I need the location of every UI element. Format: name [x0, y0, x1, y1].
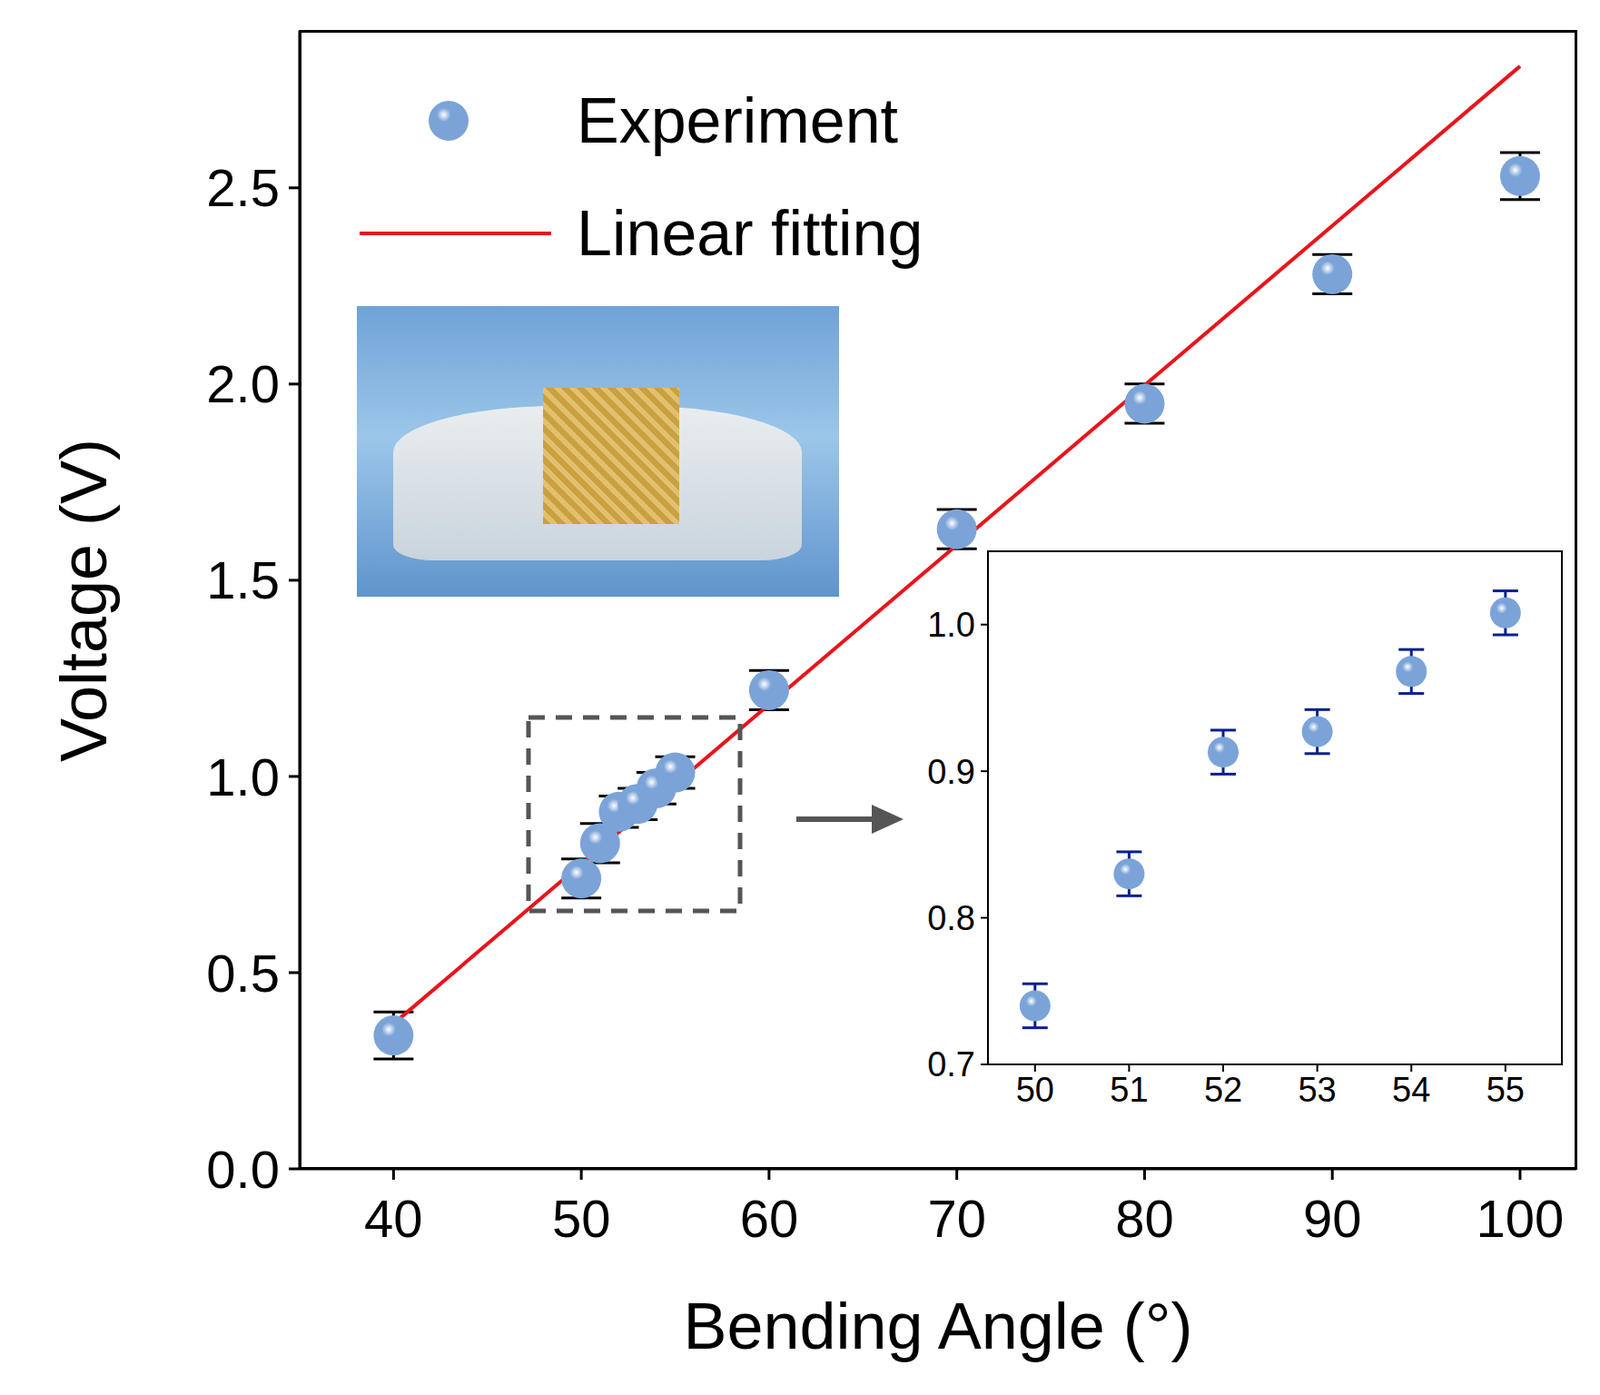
svg-text:0.0: 0.0: [206, 1139, 280, 1199]
svg-text:2.0: 2.0: [206, 354, 280, 414]
svg-text:0.9: 0.9: [927, 752, 976, 791]
svg-text:40: 40: [364, 1188, 424, 1248]
html-text:Experiment: Experiment: [576, 85, 899, 157]
svg-text:1.5: 1.5: [206, 550, 280, 610]
svg-text:2.5: 2.5: [206, 158, 280, 218]
svg-text:1.0: 1.0: [206, 747, 280, 807]
svg-text:70: 70: [927, 1188, 987, 1248]
svg-text:1.0: 1.0: [927, 605, 976, 644]
svg-text:100: 100: [1476, 1188, 1565, 1248]
svg-text:90: 90: [1303, 1188, 1363, 1248]
svg-text:60: 60: [740, 1188, 800, 1248]
html-text:Voltage (V): Voltage (V): [47, 438, 120, 762]
svg-text:53: 53: [1297, 1070, 1336, 1109]
svg-text:0.7: 0.7: [927, 1045, 976, 1084]
svg-text:50: 50: [1016, 1070, 1055, 1109]
svg-text:0.5: 0.5: [206, 943, 280, 1003]
svg-text:52: 52: [1204, 1070, 1243, 1109]
svg-text:0.8: 0.8: [927, 898, 976, 938]
html-text:Bending Angle (°): Bending Angle (°): [683, 1289, 1193, 1363]
svg-text:51: 51: [1109, 1070, 1148, 1109]
svg-text:54: 54: [1392, 1070, 1431, 1109]
svg-text:50: 50: [552, 1188, 612, 1248]
svg-text:80: 80: [1115, 1188, 1175, 1248]
svg-text:55: 55: [1486, 1070, 1525, 1109]
html-text:Linear fitting: Linear fitting: [576, 197, 923, 269]
